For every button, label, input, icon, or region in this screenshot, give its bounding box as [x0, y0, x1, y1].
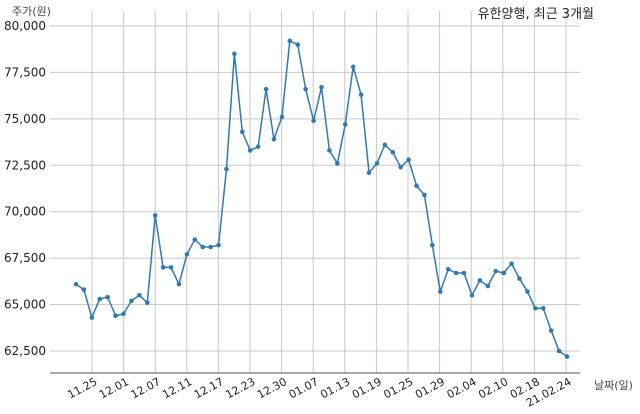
- y-tick-labels: 62,500 65,000 67,500 70,000 72,500 75,000 77,5…: [4, 19, 46, 358]
- data-point: [129, 298, 134, 304]
- data-point: [485, 283, 491, 289]
- data-point: [517, 276, 522, 281]
- x-tick-label: 01.07: [287, 375, 321, 401]
- x-tick-label: 02.10: [476, 375, 510, 401]
- data-point: [422, 192, 427, 198]
- series: [73, 38, 570, 359]
- data-point: [342, 122, 348, 127]
- data-point: [97, 296, 103, 302]
- y-tick-label: 62,500: [4, 344, 46, 358]
- data-point: [176, 281, 182, 287]
- data-point: [121, 311, 126, 317]
- y-axis-label: 주가(원): [12, 5, 51, 18]
- grid: [50, 11, 580, 373]
- x-tick-label: 12.01: [97, 375, 131, 401]
- data-point: [216, 242, 221, 248]
- y-tick-label: 65,000: [4, 298, 46, 312]
- data-point: [319, 84, 324, 90]
- data-point: [287, 38, 293, 44]
- data-point: [461, 270, 467, 276]
- data-point: [430, 242, 435, 248]
- x-tick-label: 01.13: [318, 375, 352, 401]
- x-tick-label: 01.25: [381, 375, 415, 401]
- data-point: [303, 86, 308, 92]
- data-point: [295, 42, 301, 47]
- data-point: [533, 305, 538, 311]
- data-point: [137, 292, 142, 298]
- data-point: [493, 268, 499, 274]
- data-point: [374, 161, 380, 166]
- data-point: [382, 142, 388, 148]
- y-tick-label: 67,500: [4, 251, 46, 265]
- data-point: [564, 354, 570, 359]
- data-point: [540, 305, 546, 311]
- data-point: [200, 244, 206, 250]
- data-point: [184, 252, 190, 257]
- data-point: [240, 129, 245, 135]
- data-point: [247, 148, 253, 153]
- data-point: [366, 170, 372, 176]
- data-point: [113, 313, 118, 319]
- data-point: [453, 270, 459, 276]
- data-point: [73, 281, 79, 287]
- data-point: [81, 287, 87, 293]
- data-point: [263, 86, 269, 92]
- data-point: [350, 64, 356, 70]
- x-tick-label: 12.17: [192, 375, 226, 401]
- data-point: [160, 265, 166, 270]
- data-point: [390, 149, 396, 155]
- x-tick-label: 01.19: [350, 375, 384, 401]
- data-point: [398, 164, 403, 170]
- x-tick-labels: 11.2512.0112.0712.1112.1712.2312.3001.07…: [65, 375, 573, 409]
- data-point: [271, 136, 277, 142]
- data-point: [406, 157, 411, 163]
- chart-title: 유한양행, 최근 3개월: [478, 6, 594, 22]
- data-point: [525, 289, 530, 294]
- data-point: [208, 244, 213, 250]
- x-tick-label: 12.30: [255, 375, 289, 401]
- data-point: [89, 315, 95, 320]
- data-point: [477, 278, 483, 283]
- x-tick-label: 01.29: [413, 375, 447, 401]
- data-point: [255, 144, 261, 150]
- y-tick-label: 70,000: [4, 205, 46, 219]
- data-point: [358, 92, 364, 98]
- y-tick-label: 72,500: [4, 158, 46, 172]
- data-point: [414, 183, 419, 189]
- data-point: [144, 300, 150, 306]
- y-tick-label: 75,000: [4, 112, 46, 126]
- data-point: [168, 265, 174, 270]
- y-tick-label: 77,500: [4, 65, 46, 79]
- data-point: [224, 166, 229, 172]
- x-tick-label: 12.07: [129, 375, 163, 401]
- data-point: [311, 118, 316, 124]
- data-point: [501, 270, 506, 276]
- x-tick-label: 12.23: [223, 375, 257, 401]
- data-point: [192, 237, 198, 242]
- x-tick-label: 12.11: [160, 375, 194, 401]
- data-point: [509, 261, 514, 267]
- data-point: [437, 289, 443, 294]
- x-tick-label: 11.25: [65, 375, 99, 401]
- data-point: [327, 148, 332, 153]
- x-axis-label: 날짜(일): [594, 378, 633, 392]
- data-point: [445, 266, 451, 272]
- data-point: [335, 161, 340, 166]
- data-point: [232, 51, 237, 57]
- data-point: [556, 348, 562, 354]
- data-point: [152, 213, 158, 218]
- data-point: [469, 292, 475, 298]
- data-point: [548, 328, 554, 333]
- data-point: [279, 114, 285, 120]
- data-point: [105, 294, 110, 300]
- x-tick-label: 02.04: [445, 375, 479, 401]
- y-tick-label: 80,000: [4, 19, 46, 33]
